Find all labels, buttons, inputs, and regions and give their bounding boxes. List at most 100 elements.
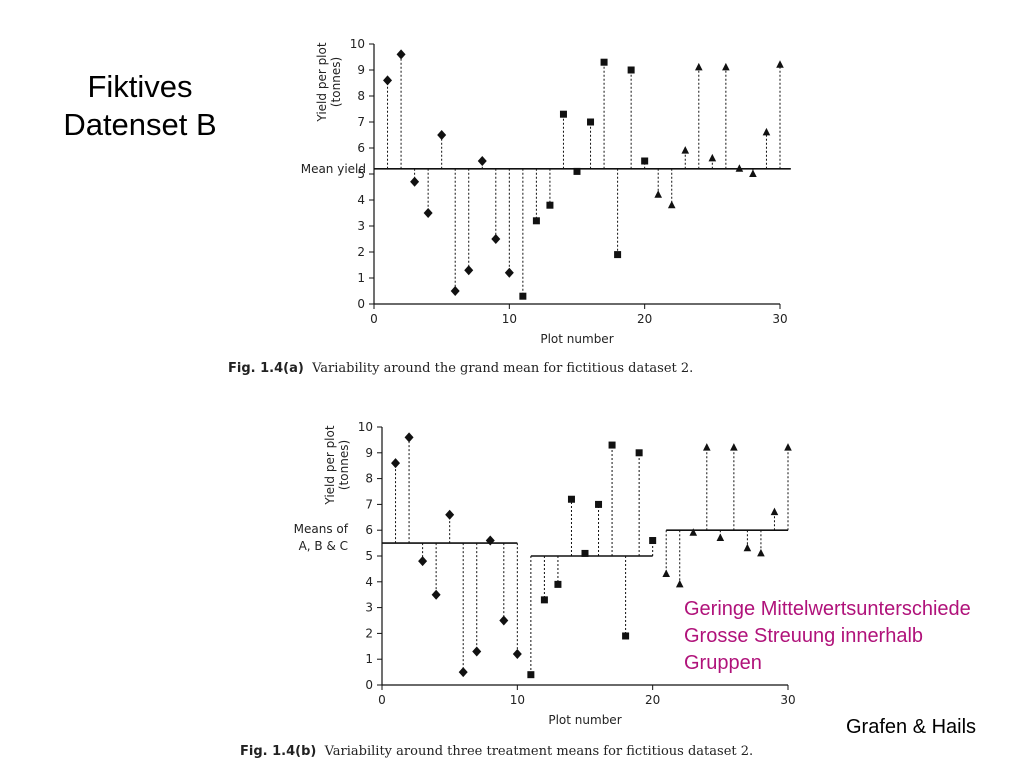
chart2-x-axis-title: Plot number — [548, 713, 621, 727]
chart2-square-point — [554, 580, 562, 588]
chart1-square-point — [519, 292, 527, 300]
chart1-triangle-point — [722, 62, 730, 71]
chart2-triangle-point — [662, 569, 670, 578]
chart1-mean-label: Mean yield — [301, 162, 366, 176]
chart1-diamond-point — [396, 49, 406, 60]
chart1-square-point — [614, 251, 622, 259]
chart2-diamond-point — [512, 649, 522, 660]
figure-label-b: Fig. 1.4(b) — [240, 744, 317, 759]
chart2-x-tick-label: 0 — [378, 693, 386, 707]
chart2-triangle-point — [757, 548, 765, 557]
chart2-y-axis-title-line: Yield per plot — [323, 425, 337, 505]
chart1-square-point — [600, 58, 608, 66]
figure-caption-text-b: Variability around three treatment means… — [324, 744, 754, 759]
chart1-y-tick-label: 1 — [357, 271, 365, 285]
chart2-square-point — [567, 495, 575, 503]
note-line-2: Grosse Streuung innerhalb — [684, 625, 924, 647]
note-line-3: Gruppen — [684, 652, 762, 674]
chart1-square-point — [641, 157, 649, 165]
chart1-diamond-point — [450, 286, 460, 296]
chart1-y-tick-label: 10 — [350, 37, 365, 51]
chart1-triangle-point — [749, 169, 757, 177]
chart2-diamond-point — [458, 667, 468, 678]
chart2-diamond-point — [404, 432, 414, 443]
chart1-diamond-point — [423, 208, 433, 218]
chart2-y-tick-label: 9 — [365, 446, 373, 460]
chart2-diamond-point — [472, 646, 482, 657]
chart1-diamond-point — [504, 267, 514, 278]
chart2-triangle-point — [730, 443, 738, 451]
chart1-y-tick-label: 2 — [357, 245, 365, 259]
chart2-y-tick-label: 5 — [365, 549, 373, 563]
chart2-y-tick-label: 7 — [365, 497, 373, 511]
chart1-diamond-point — [437, 130, 447, 140]
chart1-triangle-point — [762, 127, 771, 136]
chart2-y-tick-label: 0 — [365, 678, 373, 692]
chart1-x-tick-label: 20 — [637, 312, 652, 326]
chart1-y-tick-label: 6 — [357, 141, 365, 155]
chart1-diamond-point — [383, 75, 393, 86]
chart1-diamond-point — [410, 176, 420, 187]
chart2-square-point — [540, 596, 548, 604]
chart2-triangle-point — [743, 543, 752, 552]
slide-title: Fiktives Datenset B — [40, 68, 240, 144]
figure-label-a: Fig. 1.4(a) — [228, 361, 304, 376]
chart1-square-point — [546, 201, 554, 209]
chart2-y-tick-label: 10 — [358, 420, 373, 434]
chart2-square-point — [649, 537, 657, 545]
chart1-triangle-point — [681, 146, 690, 154]
chart2-x-tick-label: 10 — [510, 693, 525, 707]
chart1-square-point — [559, 110, 567, 118]
chart2-diamond-point — [431, 589, 441, 600]
chart1-triangle-point — [735, 164, 744, 172]
chart1-square-point — [573, 167, 581, 175]
chart1-square-point — [627, 66, 635, 74]
chart1-y-axis-title-line: (tonnes) — [329, 57, 343, 107]
chart2-triangle-point — [703, 443, 711, 451]
chart2-y-tick-label: 6 — [365, 523, 373, 537]
chart1-x-axis-title: Plot number — [540, 332, 613, 346]
figure-caption-b: Fig. 1.4(b) Variability around three tre… — [240, 744, 753, 759]
chart2-triangle-point — [689, 528, 698, 536]
chart2-triangle-point — [784, 443, 792, 451]
chart2-diamond-point — [445, 509, 455, 520]
chart1-triangle-point — [708, 153, 717, 162]
annotation-note: Geringe Mittelwertsunterschiede Grosse S… — [684, 596, 971, 677]
chart2-square-point — [635, 449, 643, 457]
chart2-diamond-point — [499, 615, 509, 626]
chart2-y-tick-label: 8 — [365, 472, 373, 486]
chart1-diamond-point — [491, 234, 501, 244]
chart2-square-point — [527, 671, 535, 679]
chart2-y-tick-label: 2 — [365, 626, 373, 640]
chart2-triangle-point — [716, 533, 725, 541]
figure-caption-a: Fig. 1.4(a) Variability around the grand… — [228, 361, 693, 376]
chart2-triangle-point — [770, 507, 779, 516]
chart1-square-point — [587, 118, 595, 126]
chart1-y-tick-label: 8 — [357, 89, 365, 103]
chart1-y-tick-label: 7 — [357, 115, 365, 129]
chart1-triangle-point — [654, 190, 662, 198]
chart1-triangle-point — [667, 200, 676, 209]
slide-title-line-1: Fiktives — [87, 69, 193, 104]
chart1-y-axis-title-line: Yield per plot — [315, 42, 329, 122]
chart2-x-tick-label: 30 — [780, 693, 795, 707]
chart2-square-point — [608, 441, 616, 449]
chart1-x-tick-label: 30 — [772, 312, 787, 326]
chart2-square-point — [595, 500, 603, 508]
chart2-y-tick-label: 3 — [365, 601, 373, 615]
chart2-y-tick-label: 4 — [365, 575, 373, 589]
figure-caption-text-a: Variability around the grand mean for fi… — [312, 361, 694, 376]
source-credit: Grafen & Hails — [846, 716, 977, 738]
chart1-diamond-point — [464, 265, 474, 276]
chart1-x-tick-label: 10 — [502, 312, 517, 326]
chart1-diamond-point — [477, 156, 487, 166]
chart1-y-tick-label: 3 — [357, 219, 365, 233]
chart1-x-tick-label: 0 — [370, 312, 378, 326]
chart1-square-point — [532, 217, 540, 225]
chart2-square-point — [581, 549, 589, 557]
chart2-x-tick-label: 20 — [645, 693, 660, 707]
chart2-means-label-line: Means of — [294, 522, 349, 536]
chart2-y-axis-title-line: (tonnes) — [337, 440, 351, 490]
chart1-y-tick-label: 4 — [357, 193, 365, 207]
